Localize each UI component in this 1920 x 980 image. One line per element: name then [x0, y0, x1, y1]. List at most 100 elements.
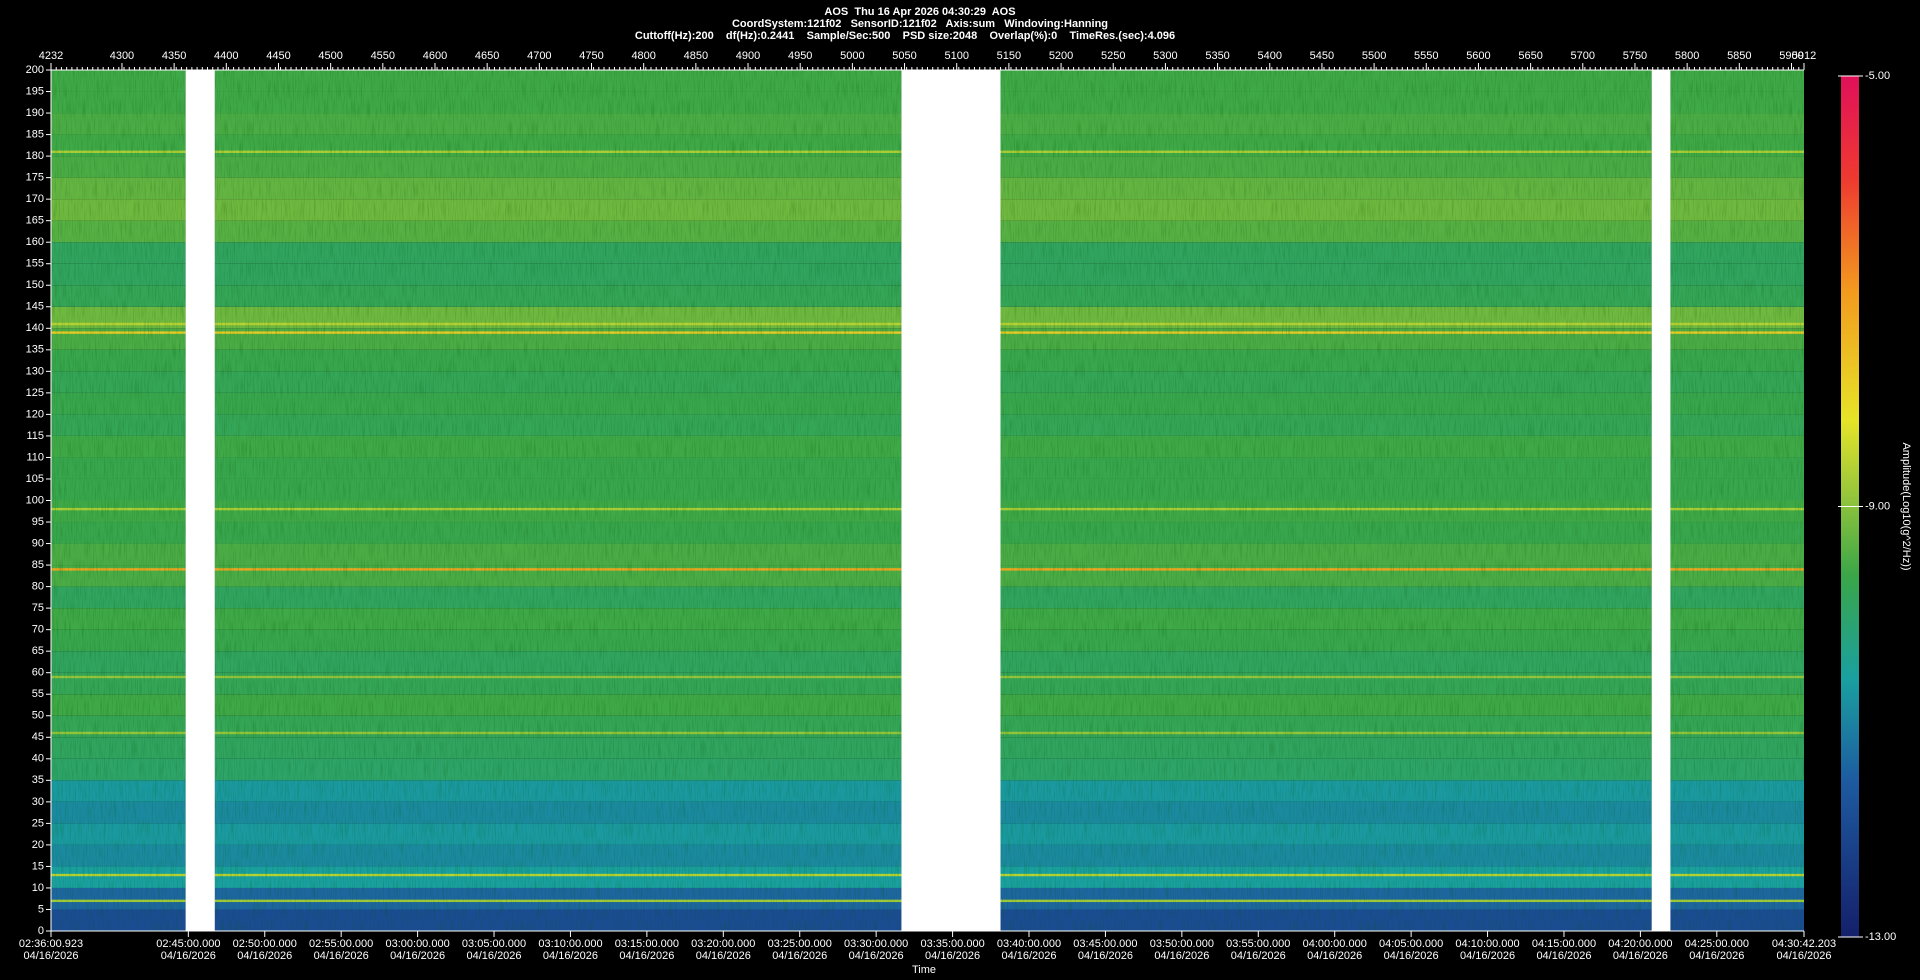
x-tick-label: 5250	[1101, 50, 1125, 62]
data-gap	[901, 70, 1001, 931]
time-tick-label: 04:25:00.000	[1685, 938, 1749, 950]
time-tick-label: 02:36:00.923	[19, 938, 83, 950]
x-tick-label: 4700	[527, 50, 551, 62]
date-tick-label: 04/16/2026	[1460, 950, 1515, 962]
date-tick-label: 04/16/2026	[466, 950, 521, 962]
y-tick-label: 60	[32, 667, 44, 679]
y-tick-label: 115	[26, 430, 44, 442]
x-tick-label: 5550	[1414, 50, 1438, 62]
data-gap	[1651, 70, 1671, 931]
date-tick-label: 04/16/2026	[1384, 950, 1439, 962]
x-tick-label: 4900	[736, 50, 760, 62]
y-tick-label: 80	[32, 581, 44, 593]
time-tick-label: 04:05:00.000	[1379, 938, 1443, 950]
y-tick-label: 160	[26, 236, 44, 248]
x-tick-label: 4400	[214, 50, 238, 62]
colorbar-tick-label: -13.00	[1865, 931, 1896, 943]
time-tick-label: 03:10:00.000	[538, 938, 602, 950]
y-tick-label: 55	[32, 688, 44, 700]
time-tick-label: 03:45:00.000	[1073, 938, 1137, 950]
y-tick-label: 85	[32, 559, 44, 571]
date-tick-label: 04/16/2026	[543, 950, 598, 962]
date-tick-label: 04/16/2026	[925, 950, 980, 962]
y-tick-label: 190	[26, 107, 44, 119]
date-tick-label: 04/16/2026	[1231, 950, 1286, 962]
y-tick-label: 65	[32, 645, 44, 657]
time-tick-label: 03:30:00.000	[844, 938, 908, 950]
date-tick-label: 04/16/2026	[1078, 950, 1133, 962]
x-tick-label: 5600	[1466, 50, 1490, 62]
time-tick-label: 03:00:00.000	[385, 938, 449, 950]
date-tick-label: 04/16/2026	[390, 950, 445, 962]
y-tick-label: 25	[32, 817, 44, 829]
x-tick-label: 4650	[475, 50, 499, 62]
x-tick-label: 5300	[1153, 50, 1177, 62]
time-tick-label: 03:20:00.000	[691, 938, 755, 950]
y-tick-label: 145	[26, 301, 44, 313]
y-tick-label: 30	[32, 796, 44, 808]
y-tick-label: 0	[38, 925, 44, 937]
colorbar-tick-label: -5.00	[1865, 70, 1890, 82]
x-tick-label: 5650	[1518, 50, 1542, 62]
x-tick-label: 4800	[631, 50, 655, 62]
x-tick-label: 4950	[788, 50, 812, 62]
date-tick-label: 04/16/2026	[237, 950, 292, 962]
time-tick-label: 02:45:00.000	[156, 938, 220, 950]
y-tick-label: 10	[32, 882, 44, 894]
y-tick-label: 75	[32, 602, 44, 614]
date-tick-label: 04/16/2026	[1154, 950, 1209, 962]
x-tick-label: 5100	[944, 50, 968, 62]
settings-line: Cuttoff(Hz):200 df(Hz):0.2441 Sample/Sec…	[635, 30, 1175, 42]
y-tick-label: 150	[26, 279, 44, 291]
x-tick-label: 5500	[1362, 50, 1386, 62]
y-tick-label: 120	[26, 408, 44, 420]
y-tick-label: 155	[26, 258, 44, 270]
colorbar-label: Amplitude(Log10(g^2/Hz))	[1900, 442, 1912, 570]
y-tick-label: 35	[32, 774, 44, 786]
date-tick-label: 04/16/2026	[1001, 950, 1056, 962]
time-tick-label: 03:05:00.000	[462, 938, 526, 950]
x-tick-label: 4600	[423, 50, 447, 62]
y-tick-label: 125	[26, 387, 44, 399]
time-tick-label: 03:50:00.000	[1150, 938, 1214, 950]
y-tick-label: 200	[26, 64, 44, 76]
y-tick-label: 185	[26, 128, 44, 140]
time-tick-label: 02:55:00.000	[309, 938, 373, 950]
x-tick-label: 5000	[840, 50, 864, 62]
x-tick-label: 4500	[318, 50, 342, 62]
y-tick-label: 5	[38, 903, 44, 915]
x-tick-label: 5450	[1310, 50, 1334, 62]
data-gap	[185, 70, 215, 931]
x-tick-label: 4850	[684, 50, 708, 62]
date-tick-label: 04/16/2026	[772, 950, 827, 962]
time-tick-label: 04:20:00.000	[1608, 938, 1672, 950]
y-tick-label: 40	[32, 753, 44, 765]
date-tick-label: 04/16/2026	[23, 950, 78, 962]
x-tick-label: 5900	[1779, 50, 1803, 62]
date-tick-label: 04/16/2026	[1307, 950, 1362, 962]
date-tick-label: 04/16/2026	[849, 950, 904, 962]
time-tick-label: 03:40:00.000	[997, 938, 1061, 950]
chart-title: AOS Thu 16 Apr 2026 04:30:29 AOS	[824, 6, 1015, 18]
colorbar-tick-label: -9.00	[1865, 500, 1890, 512]
y-tick-label: 110	[26, 451, 44, 463]
y-tick-label: 105	[26, 473, 44, 485]
y-tick-label: 180	[26, 150, 44, 162]
y-tick-label: 70	[32, 624, 44, 636]
time-tick-label: 04:00:00.000	[1303, 938, 1367, 950]
x-tick-label: 5700	[1571, 50, 1595, 62]
y-tick-label: 175	[26, 172, 44, 184]
x-tick-label: 5350	[1205, 50, 1229, 62]
date-tick-label: 04/16/2026	[1536, 950, 1591, 962]
date-tick-label: 04/16/2026	[619, 950, 674, 962]
x-tick-label: 5912	[1792, 50, 1816, 62]
time-tick-label: 03:15:00.000	[615, 938, 679, 950]
time-tick-label: 03:35:00.000	[920, 938, 984, 950]
x-tick-label: 4550	[371, 50, 395, 62]
date-tick-label: 04/16/2026	[1613, 950, 1668, 962]
time-tick-label: 04:30:42.203	[1772, 938, 1836, 950]
time-tick-label: 04:10:00.000	[1455, 938, 1519, 950]
time-tick-label: 04:15:00.000	[1532, 938, 1596, 950]
time-tick-label: 02:50:00.000	[233, 938, 297, 950]
